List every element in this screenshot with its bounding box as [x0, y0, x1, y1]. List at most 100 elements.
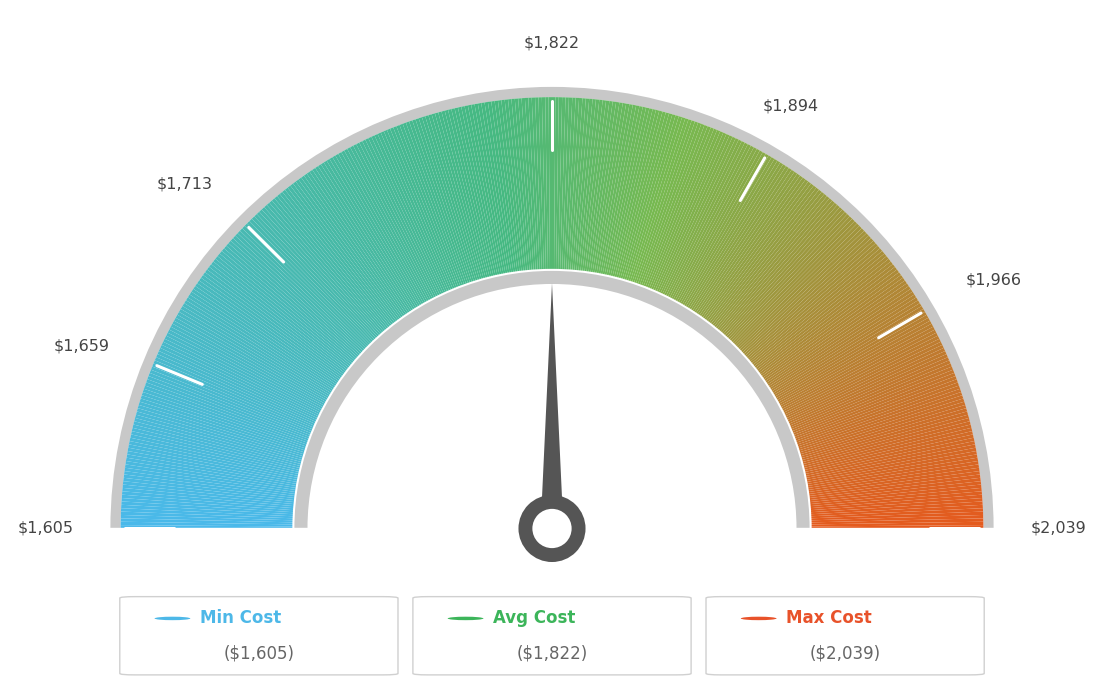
Wedge shape	[655, 132, 726, 293]
Wedge shape	[205, 270, 346, 375]
Wedge shape	[628, 116, 682, 283]
Wedge shape	[672, 147, 757, 302]
Wedge shape	[584, 101, 609, 273]
Wedge shape	[756, 267, 896, 374]
Wedge shape	[596, 104, 629, 275]
Wedge shape	[582, 100, 606, 273]
Wedge shape	[809, 518, 984, 524]
Wedge shape	[120, 518, 295, 524]
Wedge shape	[181, 306, 331, 397]
Wedge shape	[611, 108, 652, 278]
Wedge shape	[699, 174, 800, 317]
Wedge shape	[741, 236, 871, 355]
Wedge shape	[746, 246, 880, 361]
Wedge shape	[755, 264, 895, 372]
Wedge shape	[296, 179, 401, 322]
Wedge shape	[145, 382, 309, 443]
Wedge shape	[481, 102, 511, 275]
Wedge shape	[761, 275, 903, 379]
Wedge shape	[130, 435, 300, 474]
Wedge shape	[586, 101, 613, 273]
Wedge shape	[327, 159, 420, 309]
Wedge shape	[750, 251, 884, 364]
Wedge shape	[435, 112, 484, 281]
Wedge shape	[390, 128, 457, 290]
Wedge shape	[136, 411, 304, 460]
Wedge shape	[124, 475, 297, 498]
Wedge shape	[782, 333, 938, 413]
Wedge shape	[126, 461, 298, 490]
Wedge shape	[123, 484, 296, 504]
Wedge shape	[762, 277, 905, 380]
Wedge shape	[634, 119, 692, 285]
Wedge shape	[478, 103, 510, 275]
Wedge shape	[804, 435, 974, 474]
Wedge shape	[796, 392, 963, 449]
Wedge shape	[687, 161, 781, 310]
Wedge shape	[323, 161, 417, 310]
Wedge shape	[671, 146, 754, 301]
Wedge shape	[710, 188, 819, 326]
Wedge shape	[146, 380, 310, 441]
Wedge shape	[787, 351, 946, 424]
Wedge shape	[224, 246, 358, 361]
Wedge shape	[650, 130, 720, 291]
Wedge shape	[564, 97, 575, 271]
Wedge shape	[773, 306, 923, 397]
Wedge shape	[636, 120, 694, 286]
Wedge shape	[127, 451, 298, 484]
Wedge shape	[147, 376, 311, 440]
Wedge shape	[554, 97, 559, 271]
Wedge shape	[785, 345, 944, 421]
Wedge shape	[350, 146, 433, 301]
Wedge shape	[179, 309, 330, 399]
Wedge shape	[709, 186, 816, 325]
Wedge shape	[572, 99, 590, 272]
Wedge shape	[666, 141, 745, 298]
Wedge shape	[524, 98, 538, 271]
Wedge shape	[190, 292, 337, 388]
Wedge shape	[790, 364, 952, 432]
Wedge shape	[174, 317, 327, 404]
Wedge shape	[786, 348, 945, 422]
Wedge shape	[120, 525, 295, 529]
Wedge shape	[508, 99, 528, 273]
Wedge shape	[532, 97, 542, 271]
Wedge shape	[254, 214, 375, 342]
Wedge shape	[802, 421, 970, 466]
Wedge shape	[799, 408, 967, 459]
Wedge shape	[805, 444, 976, 480]
Wedge shape	[329, 157, 421, 308]
Text: $1,822: $1,822	[524, 35, 580, 50]
Wedge shape	[321, 162, 416, 311]
Wedge shape	[245, 224, 370, 348]
Wedge shape	[737, 228, 864, 351]
Wedge shape	[237, 230, 365, 352]
Wedge shape	[425, 115, 478, 282]
Wedge shape	[293, 181, 399, 322]
Wedge shape	[808, 491, 983, 509]
Wedge shape	[676, 150, 763, 304]
Wedge shape	[622, 113, 672, 281]
Wedge shape	[293, 269, 811, 529]
Text: $1,605: $1,605	[18, 521, 74, 536]
Wedge shape	[176, 315, 328, 403]
FancyBboxPatch shape	[413, 597, 691, 675]
Wedge shape	[784, 342, 943, 419]
Wedge shape	[788, 357, 949, 428]
Wedge shape	[412, 119, 470, 285]
Wedge shape	[120, 515, 295, 522]
Wedge shape	[432, 113, 482, 281]
Wedge shape	[125, 468, 297, 494]
Wedge shape	[406, 121, 467, 286]
Wedge shape	[768, 295, 916, 391]
Wedge shape	[505, 99, 526, 273]
Wedge shape	[156, 354, 317, 426]
Wedge shape	[771, 300, 920, 394]
Wedge shape	[125, 464, 297, 492]
Wedge shape	[269, 201, 384, 334]
Wedge shape	[140, 395, 307, 451]
Wedge shape	[711, 190, 821, 328]
Wedge shape	[142, 388, 308, 447]
Wedge shape	[647, 128, 714, 290]
